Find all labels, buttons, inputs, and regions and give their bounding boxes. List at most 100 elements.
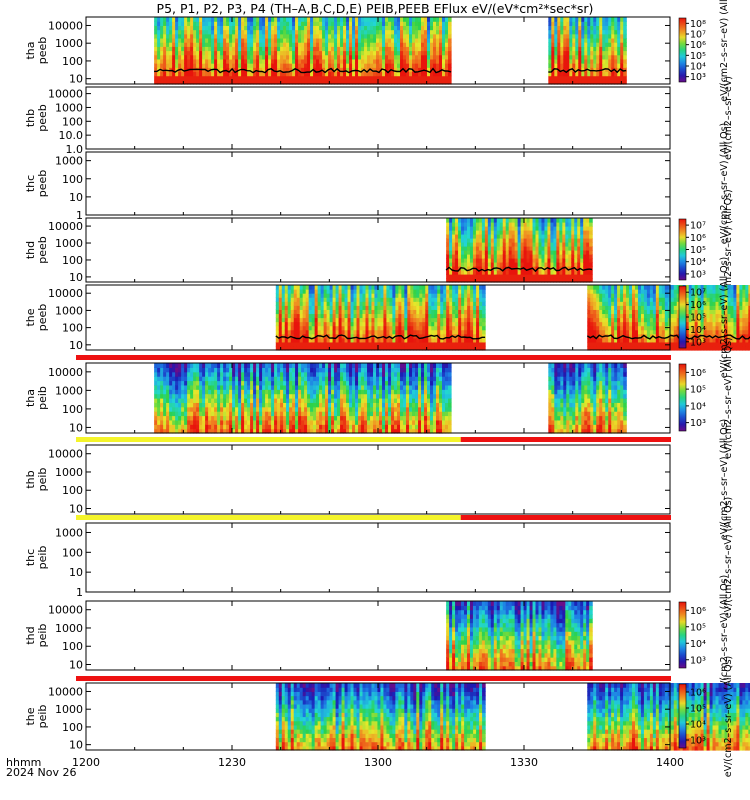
heatmap-cell bbox=[271, 71, 275, 77]
heatmap-cell bbox=[484, 274, 489, 279]
heatmap-cell bbox=[643, 297, 648, 302]
heatmap-cell bbox=[688, 345, 693, 351]
heatmap-cell bbox=[337, 21, 341, 26]
heatmap-cell bbox=[364, 58, 368, 64]
heatmap-cell bbox=[265, 33, 269, 39]
heatmap-cell bbox=[400, 50, 404, 56]
heatmap-cell bbox=[532, 218, 537, 223]
heatmap-cell bbox=[736, 329, 740, 335]
heatmap-cell bbox=[422, 293, 426, 298]
heatmap-cell bbox=[538, 234, 543, 239]
heatmap-cell bbox=[205, 79, 209, 85]
heatmap-cell bbox=[346, 25, 350, 31]
heatmap-cell bbox=[214, 37, 218, 43]
heatmap-cell bbox=[418, 63, 422, 68]
heatmap-cell bbox=[256, 33, 260, 39]
heatmap-cell bbox=[745, 309, 749, 315]
heatmap-cell bbox=[449, 321, 453, 327]
heatmap-cell bbox=[302, 341, 307, 347]
heatmap-cell bbox=[520, 230, 525, 235]
heatmap-cell bbox=[608, 321, 612, 327]
heatmap-cell bbox=[617, 25, 621, 31]
heatmap-cell bbox=[400, 33, 404, 39]
heatmap-cell bbox=[259, 21, 263, 26]
heatmap-cell bbox=[529, 250, 534, 255]
heatmap-cell bbox=[253, 79, 257, 85]
heatmap-cell bbox=[256, 67, 260, 73]
heatmap-cell bbox=[365, 309, 370, 315]
heatmap-cell bbox=[481, 262, 486, 267]
heatmap-cell bbox=[281, 313, 286, 319]
heatmap-cell bbox=[608, 54, 612, 60]
heatmap-cell bbox=[575, 58, 579, 64]
heatmap-cell bbox=[409, 58, 413, 64]
heatmap-cell bbox=[326, 325, 331, 331]
heatmap-cell bbox=[235, 63, 239, 68]
heatmap-cell bbox=[551, 33, 555, 39]
heatmap-cell bbox=[190, 50, 194, 56]
heatmap-cell bbox=[418, 25, 422, 31]
heatmap-cell bbox=[319, 63, 323, 68]
heatmap-cell bbox=[338, 313, 343, 319]
heatmap-cell bbox=[359, 297, 364, 302]
heatmap-cell bbox=[584, 46, 588, 52]
heatmap-cell bbox=[596, 321, 600, 327]
heatmap-cell bbox=[193, 25, 197, 31]
heatmap-cell bbox=[658, 341, 663, 347]
heatmap-cell bbox=[442, 29, 446, 35]
heatmap-cell bbox=[476, 309, 480, 315]
heatmap-cell bbox=[296, 293, 301, 298]
heatmap-cell bbox=[413, 305, 417, 310]
heatmap-cell bbox=[574, 218, 578, 223]
heatmap-cell bbox=[295, 58, 299, 64]
heatmap-cell bbox=[718, 321, 723, 327]
heatmap-cell bbox=[587, 58, 591, 64]
heatmap-cell bbox=[356, 305, 361, 310]
heatmap-cell bbox=[290, 301, 295, 306]
heatmap-cell bbox=[326, 293, 331, 298]
heatmap-cell bbox=[352, 25, 356, 31]
heatmap-cell bbox=[343, 79, 347, 85]
heatmap-cell bbox=[452, 250, 456, 255]
heatmap-cell bbox=[514, 274, 519, 279]
heatmap-cell bbox=[712, 297, 717, 302]
heatmap-cell bbox=[646, 301, 651, 306]
heatmap-cell bbox=[652, 305, 657, 310]
heatmap-cell bbox=[479, 337, 483, 343]
heatmap-cell bbox=[403, 50, 407, 56]
heatmap-cell bbox=[475, 238, 480, 243]
heatmap-cell bbox=[572, 42, 576, 47]
heatmap-cell bbox=[416, 325, 420, 331]
heatmap-cell bbox=[313, 63, 317, 68]
heatmap-cell bbox=[727, 297, 732, 302]
heatmap-cell bbox=[634, 297, 639, 302]
heatmap-cell bbox=[452, 325, 456, 331]
heatmap-cell bbox=[376, 42, 380, 47]
heatmap-cell bbox=[694, 337, 699, 343]
heatmap-cell bbox=[238, 71, 242, 77]
heatmap-cell bbox=[569, 75, 573, 81]
heatmap-cell bbox=[425, 301, 429, 306]
heatmap-cell bbox=[629, 285, 633, 290]
heatmap-cell bbox=[452, 345, 456, 351]
heatmap-cell bbox=[383, 337, 388, 343]
heatmap-cell bbox=[742, 313, 746, 319]
heatmap-cell bbox=[341, 341, 346, 347]
heatmap-cell bbox=[332, 321, 337, 327]
heatmap-cell bbox=[274, 42, 278, 47]
heatmap-cell bbox=[304, 25, 308, 31]
heatmap-cell bbox=[602, 329, 606, 335]
heatmap-cell bbox=[620, 337, 624, 343]
heatmap-cell bbox=[400, 29, 404, 35]
heatmap-cell bbox=[436, 17, 440, 22]
heatmap-cell bbox=[373, 37, 377, 43]
heatmap-cell bbox=[166, 25, 170, 31]
heatmap-cell bbox=[365, 333, 370, 339]
heatmap-cell bbox=[337, 29, 341, 35]
heatmap-cell bbox=[337, 50, 341, 56]
heatmap-cell bbox=[700, 341, 705, 347]
heatmap-cell bbox=[748, 317, 750, 323]
heatmap-cell bbox=[434, 285, 438, 290]
heatmap-cell bbox=[367, 54, 371, 60]
heatmap-cell bbox=[281, 301, 286, 306]
